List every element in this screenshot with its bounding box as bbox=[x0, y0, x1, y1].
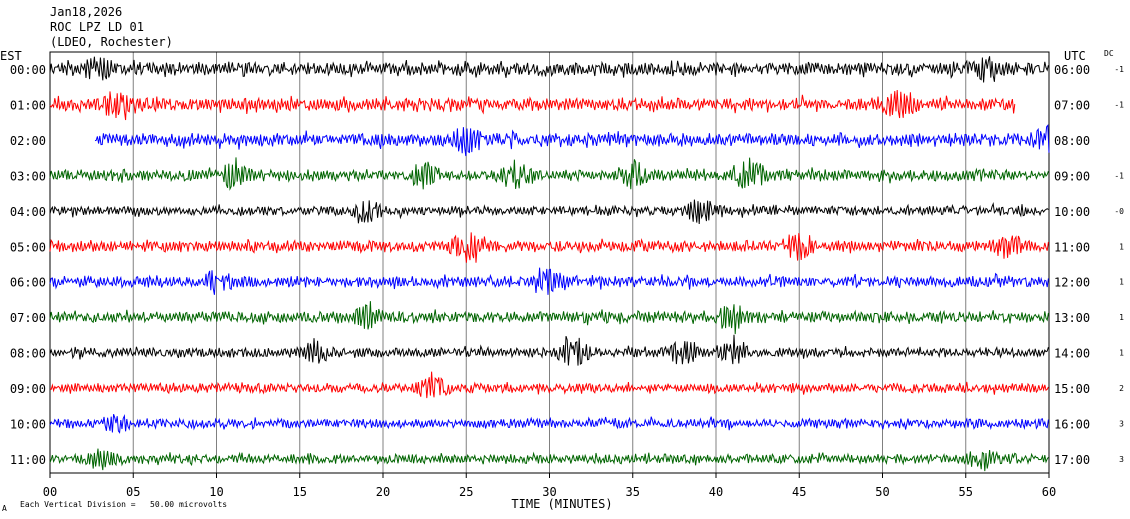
dc-value: 3 bbox=[1119, 420, 1124, 429]
est-hour-label: 00:00 bbox=[10, 63, 46, 77]
utc-hour-label: 09:00 bbox=[1054, 169, 1090, 183]
dc-column-label: DC bbox=[1104, 49, 1114, 58]
trace-line bbox=[49, 56, 1049, 83]
trace-line bbox=[49, 371, 1049, 399]
x-axis-ticks: 00 05 10 15 20 25 30 35 40 45 50 55 60 bbox=[43, 473, 1056, 499]
trace-line bbox=[49, 157, 1049, 191]
utc-hour-label: 12:00 bbox=[1054, 276, 1090, 290]
dc-value: 1 bbox=[1119, 278, 1124, 287]
est-hour-label: 02:00 bbox=[10, 134, 46, 148]
dc-value: -0 bbox=[1114, 207, 1124, 216]
x-tick-label: 45 bbox=[792, 485, 806, 499]
est-hour-label: 01:00 bbox=[10, 98, 46, 112]
x-tick-label: 50 bbox=[875, 485, 889, 499]
network-label: (LDEO, Rochester) bbox=[50, 35, 173, 49]
seismic-traces bbox=[49, 56, 1050, 472]
est-hour-label: 07:00 bbox=[10, 311, 46, 325]
utc-hour-label: 15:00 bbox=[1054, 382, 1090, 396]
utc-axis-label: UTC bbox=[1064, 49, 1086, 63]
x-tick-label: 40 bbox=[709, 485, 723, 499]
x-tick-label: 05 bbox=[126, 485, 140, 499]
utc-hour-label: 06:00 bbox=[1054, 63, 1090, 77]
x-tick-label: 10 bbox=[209, 485, 223, 499]
est-hour-label: 08:00 bbox=[10, 347, 46, 361]
utc-hour-label: 11:00 bbox=[1054, 240, 1090, 254]
utc-hour-label: 10:00 bbox=[1054, 205, 1090, 219]
est-hour-label: 06:00 bbox=[10, 276, 46, 290]
x-tick-label: 30 bbox=[542, 485, 556, 499]
time-gridlines bbox=[132, 52, 967, 473]
trace-line bbox=[49, 301, 1049, 335]
trace-line bbox=[49, 267, 1049, 295]
x-tick-label: 55 bbox=[959, 485, 973, 499]
utc-hour-label: 16:00 bbox=[1054, 418, 1090, 432]
est-hour-label: 04:00 bbox=[10, 205, 46, 219]
dc-value: 3 bbox=[1119, 455, 1124, 464]
dc-value: -1 bbox=[1114, 65, 1124, 74]
scale-note: Each Vertical Division = 50.00 microvolt… bbox=[20, 500, 227, 509]
trace-line bbox=[49, 199, 1049, 225]
trace-line bbox=[49, 413, 1049, 434]
est-hour-label: 11:00 bbox=[10, 453, 46, 467]
dc-value: 1 bbox=[1119, 349, 1124, 358]
utc-hour-label: 14:00 bbox=[1054, 347, 1090, 361]
x-axis-title: TIME (MINUTES) bbox=[511, 497, 612, 511]
est-hour-label: 10:00 bbox=[10, 418, 46, 432]
dc-value: -1 bbox=[1114, 171, 1124, 180]
est-hour-label: 05:00 bbox=[10, 240, 46, 254]
utc-hour-label: 07:00 bbox=[1054, 98, 1090, 112]
station-label: ROC LPZ LD 01 bbox=[50, 20, 144, 34]
row-labels: 00:00 06:00 -1 01:00 07:00 -1 02:00 08:00 03:00 0… bbox=[10, 63, 1124, 467]
dc-value: 1 bbox=[1119, 313, 1124, 322]
est-hour-label: 03:00 bbox=[10, 169, 46, 183]
x-tick-label: 00 bbox=[43, 485, 57, 499]
trace-line bbox=[49, 232, 1049, 263]
utc-hour-label: 17:00 bbox=[1054, 453, 1090, 467]
date-label: Jan18,2026 bbox=[50, 5, 122, 19]
corner-mark: A bbox=[2, 504, 7, 513]
est-hour-label: 09:00 bbox=[10, 382, 46, 396]
est-axis-label: EST bbox=[0, 49, 22, 63]
x-tick-label: 60 bbox=[1042, 485, 1056, 499]
x-tick-label: 25 bbox=[459, 485, 473, 499]
x-tick-label: 35 bbox=[626, 485, 640, 499]
x-tick-label: 15 bbox=[293, 485, 307, 499]
trace-line bbox=[49, 334, 1049, 366]
utc-hour-label: 08:00 bbox=[1054, 134, 1090, 148]
dc-value: 2 bbox=[1119, 384, 1124, 393]
dc-value: -1 bbox=[1114, 100, 1124, 109]
dc-value: 1 bbox=[1119, 242, 1124, 251]
trace-line bbox=[49, 89, 1016, 121]
utc-hour-label: 13:00 bbox=[1054, 311, 1090, 325]
trace-line bbox=[49, 448, 1049, 472]
trace-line bbox=[94, 124, 1050, 157]
x-tick-label: 20 bbox=[376, 485, 390, 499]
